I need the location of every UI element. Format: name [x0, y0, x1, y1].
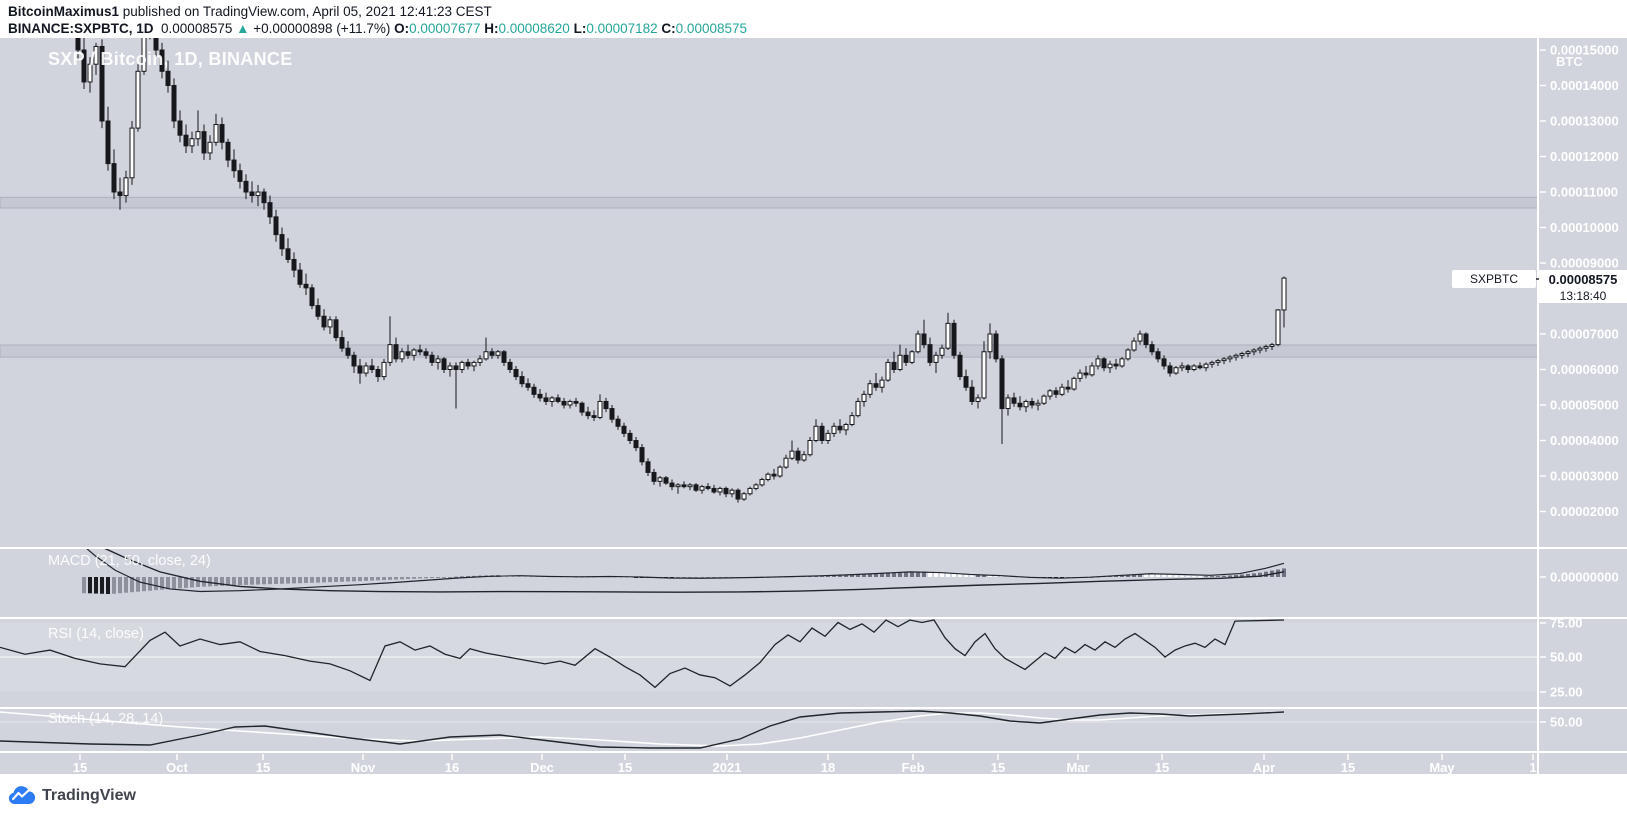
svg-text:Dec: Dec [530, 760, 554, 775]
svg-text:0.00012000: 0.00012000 [1550, 149, 1619, 164]
svg-text:0.00004000: 0.00004000 [1550, 433, 1619, 448]
high-label: H: [484, 21, 499, 36]
close-value: 0.00008575 [675, 21, 747, 36]
symbol-price-tag: SXPBTC [1452, 270, 1536, 288]
candlestick-series [75, 38, 1287, 503]
svg-text:Mar: Mar [1066, 760, 1089, 775]
svg-text:16: 16 [445, 760, 459, 775]
symbol-name[interactable]: BINANCE:SXPBTC, 1D [8, 21, 154, 36]
svg-text:0.00005000: 0.00005000 [1550, 398, 1619, 413]
svg-text:50.00: 50.00 [1550, 715, 1583, 730]
svg-text:15: 15 [73, 760, 87, 775]
svg-text:50.00: 50.00 [1550, 650, 1583, 665]
svg-text:15: 15 [1341, 760, 1355, 775]
svg-text:0.00015000: 0.00015000 [1550, 43, 1619, 58]
svg-text:Feb: Feb [901, 760, 924, 775]
tradingview-cloud-icon [8, 786, 35, 805]
svg-text:2021: 2021 [713, 760, 742, 775]
up-triangle-icon: ▲ [236, 21, 250, 36]
svg-text:0.00006000: 0.00006000 [1550, 362, 1619, 377]
svg-text:75.00: 75.00 [1550, 616, 1583, 631]
svg-text:0.00014000: 0.00014000 [1550, 78, 1619, 93]
svg-text:25.00: 25.00 [1550, 685, 1583, 700]
svg-text:0.00009000: 0.00009000 [1550, 256, 1619, 271]
high-value: 0.00008620 [498, 21, 570, 36]
svg-text:0.00010000: 0.00010000 [1550, 220, 1619, 235]
time-axis: 15 Oct 15 Nov 16 Dec 15 2021 18 Feb 15 Mar 15 Apr 15 Ma… [73, 754, 1537, 775]
svg-text:0.00002000: 0.00002000 [1550, 504, 1619, 519]
rsi-series [0, 619, 1285, 689]
stoch-k-line [0, 710, 1285, 749]
svg-text:0.00007000: 0.00007000 [1550, 327, 1619, 342]
macd-line [86, 549, 1285, 593]
svg-text:15: 15 [256, 760, 270, 775]
rsi-line [0, 619, 1285, 689]
price-axis: 0.00015000 0.00014000 0.00013000 0.00012000… [1540, 43, 1619, 730]
stoch-series [0, 710, 1285, 749]
bar-countdown: 13:18:40 [1539, 288, 1627, 303]
macd-series [82, 549, 1286, 595]
price-change: +0.00000898 (+11.7%) [253, 21, 391, 36]
svg-text:15: 15 [991, 760, 1005, 775]
price-zone-band [0, 196, 1539, 209]
low-value: 0.00007182 [586, 21, 658, 36]
svg-text:1: 1 [1529, 760, 1536, 775]
svg-text:Nov: Nov [351, 760, 376, 775]
svg-text:Apr: Apr [1253, 760, 1275, 775]
svg-text:0.00000000: 0.00000000 [1550, 570, 1619, 585]
svg-text:May: May [1429, 760, 1455, 775]
tradingview-brand-text: TradingView [42, 786, 136, 804]
svg-text:0.00013000: 0.00013000 [1550, 114, 1619, 129]
last-price: 0.00008575 [161, 21, 233, 36]
svg-text:18: 18 [821, 760, 835, 775]
svg-text:0.00011000: 0.00011000 [1550, 185, 1618, 200]
open-value: 0.00007677 [409, 21, 481, 36]
open-label: O: [394, 21, 410, 36]
last-price-axis-label: 0.00008575 [1539, 270, 1627, 288]
svg-text:Oct: Oct [166, 760, 188, 775]
symbol-info-bar: BINANCE:SXPBTC, 1D 0.00008575 ▲ +0.00000… [8, 21, 747, 36]
macd-signal-line [104, 549, 1285, 593]
svg-text:15: 15 [618, 760, 632, 775]
close-label: C: [661, 21, 676, 36]
low-label: L: [573, 21, 587, 36]
byline-text: published on TradingView.com, April 05, … [119, 4, 492, 19]
tradingview-logo[interactable]: TradingView [8, 786, 136, 805]
byline: BitcoinMaximus1 published on TradingView… [8, 4, 492, 19]
stoch-d-line [0, 711, 1285, 747]
svg-text:15: 15 [1155, 760, 1169, 775]
svg-text:0.00003000: 0.00003000 [1550, 469, 1619, 484]
price-zone-band [0, 344, 1539, 358]
author-name: BitcoinMaximus1 [8, 4, 120, 19]
